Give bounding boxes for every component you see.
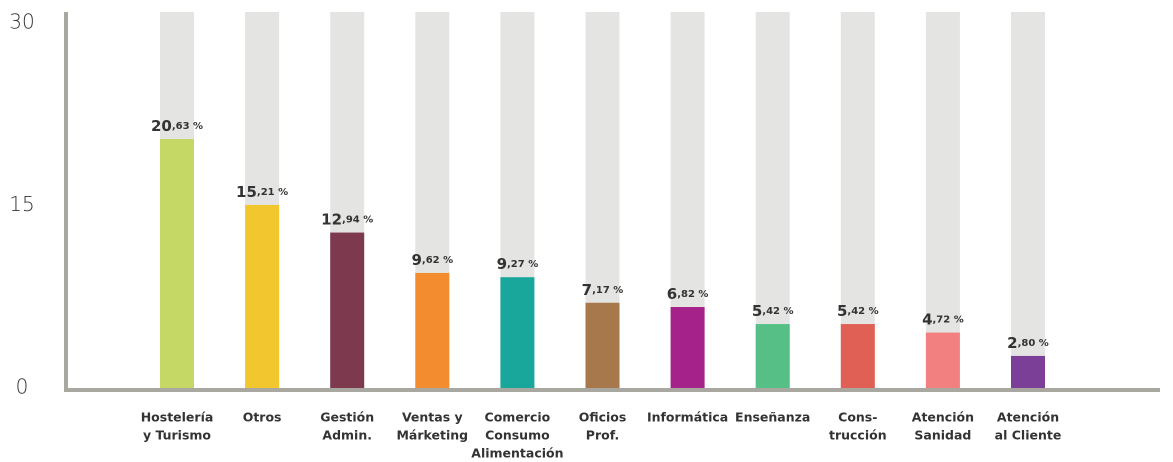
value-label: 2,80 %	[1007, 333, 1049, 351]
value-label: 12,94 %	[321, 210, 373, 228]
x-tick-label: Comercio	[485, 410, 551, 425]
bar	[415, 272, 450, 390]
bar-background	[1011, 12, 1045, 390]
value-label: 20,63 %	[151, 117, 203, 135]
bars	[160, 12, 1045, 390]
x-tick-label: Informática	[647, 410, 728, 425]
bar-background	[925, 12, 960, 390]
bar	[160, 139, 194, 390]
x-tick-label: Atención	[997, 410, 1059, 425]
value-label: 5,42 %	[752, 302, 794, 320]
x-tick-label: al Cliente	[995, 428, 1062, 443]
x-tick-label: trucción	[829, 428, 887, 443]
x-tick-label: Otros	[243, 410, 282, 425]
x-tick-label: Consumo	[485, 428, 550, 443]
x-tick-label: Prof.	[586, 428, 619, 443]
x-tick-label: Cons-	[838, 410, 877, 425]
bar	[330, 232, 365, 390]
x-tick-label: Ventas y	[402, 410, 463, 425]
y-tick-label: 0	[16, 375, 29, 399]
bar	[585, 302, 620, 390]
bar	[500, 277, 535, 390]
bar	[840, 324, 875, 390]
x-tick-label: Márketing	[396, 428, 468, 443]
value-label: 9,27 %	[497, 255, 539, 273]
bar	[925, 332, 960, 390]
value-label: 5,42 %	[837, 302, 879, 320]
value-label: 4,72 %	[922, 310, 964, 328]
x-tick-label: Sanidad	[914, 428, 971, 443]
x-tick-label: Atención	[912, 410, 974, 425]
x-tick-label: y Turismo	[143, 428, 211, 443]
x-tick-label: Oficios	[579, 410, 627, 425]
value-label: 9,62 %	[411, 250, 453, 268]
value-label: 15,21 %	[236, 182, 288, 200]
value-label: 6,82 %	[667, 285, 709, 303]
y-tick-label: 15	[9, 192, 34, 216]
bar	[245, 204, 280, 390]
x-tick-label: Alimentación	[471, 446, 563, 461]
bar	[670, 307, 705, 390]
x-tick-label: Enseñanza	[735, 410, 810, 425]
value-label: 7,17 %	[582, 280, 624, 298]
bar	[755, 324, 790, 390]
x-tick-label: Gestión	[320, 410, 374, 425]
y-tick-label: 30	[9, 10, 34, 34]
x-tick-label: Admin.	[322, 428, 372, 443]
x-tick-label: Hostelería	[141, 410, 214, 425]
bar	[1011, 355, 1045, 390]
